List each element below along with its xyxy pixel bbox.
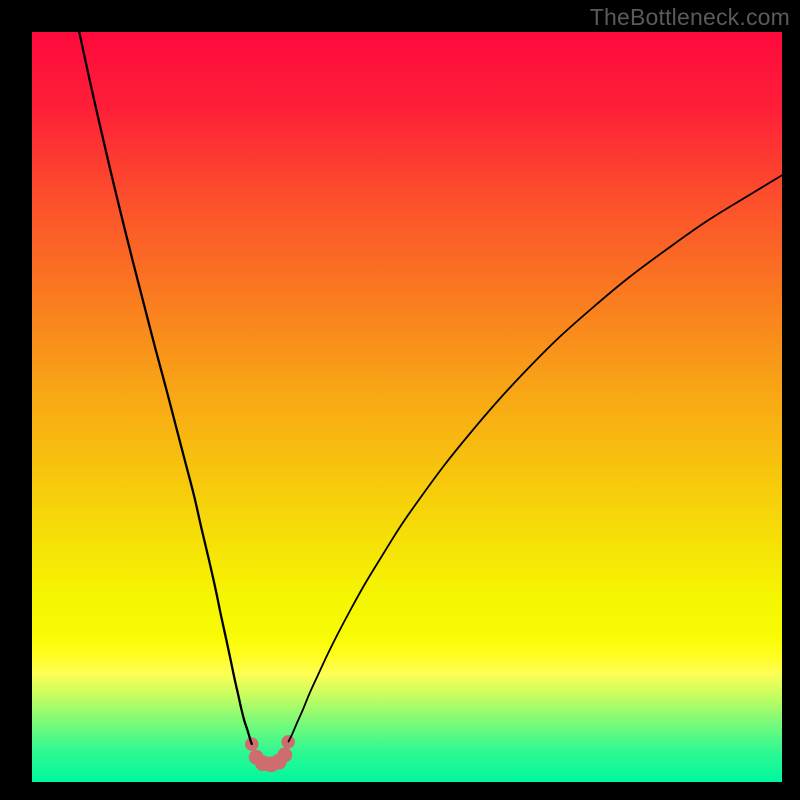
gradient-background — [32, 32, 782, 782]
plot-area — [32, 32, 782, 782]
watermark-text: TheBottleneck.com — [590, 4, 790, 31]
bump-dot — [277, 748, 292, 763]
chart-svg — [32, 32, 782, 782]
